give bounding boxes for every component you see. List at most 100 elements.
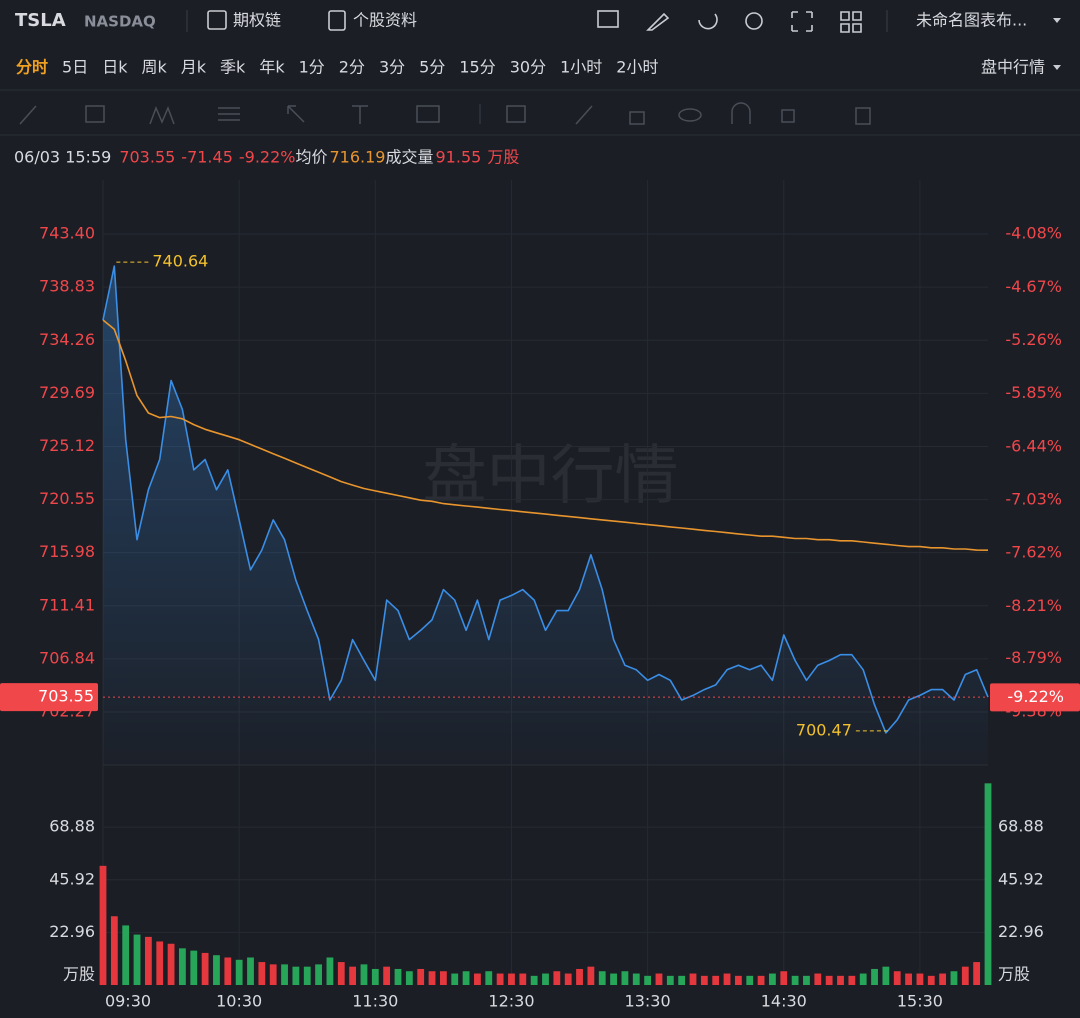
y2-tick-label: -5.26% <box>1005 330 1062 349</box>
volume-bar <box>803 975 810 985</box>
volume-bar <box>179 948 186 985</box>
volume-bar <box>859 973 867 985</box>
y-tick-label: 720.55 <box>39 489 95 508</box>
mode-select[interactable]: 盘中行情 <box>981 58 1045 77</box>
volume-bar <box>553 971 561 985</box>
edit-icon[interactable] <box>646 12 670 31</box>
volume-bar <box>916 973 924 985</box>
period-tab[interactable]: 日k <box>102 58 128 77</box>
last-price-label: 703.55 <box>38 687 94 706</box>
volume-bar <box>814 973 822 985</box>
quote-price: 703.55 <box>119 148 175 167</box>
period-tab[interactable]: 季k <box>220 58 246 77</box>
volume-bar <box>712 975 720 985</box>
tool-note[interactable] <box>416 105 440 123</box>
last-pct-label: -9.22% <box>1007 687 1064 706</box>
layout-icon[interactable] <box>840 11 862 33</box>
period-tab[interactable]: 5分 <box>419 58 445 77</box>
volume-bar <box>871 968 878 985</box>
period-tab[interactable]: 30分 <box>510 58 546 77</box>
option-chain-button[interactable]: 期权链 <box>233 11 281 30</box>
volume-bar <box>451 973 459 985</box>
volume-bar <box>133 934 141 985</box>
volume-bar <box>939 973 947 985</box>
period-tab[interactable]: 2小时 <box>616 58 658 77</box>
volume-bar <box>519 973 527 985</box>
tool-line[interactable] <box>19 105 37 125</box>
tool-fib[interactable] <box>218 107 240 121</box>
volume-bar <box>247 957 254 985</box>
volume-tick-label: 68.88 <box>49 817 95 836</box>
tool-text[interactable] <box>352 105 368 124</box>
period-tab[interactable]: 周k <box>141 58 167 77</box>
volume-bar <box>258 962 266 985</box>
x-tick-label: 14:30 <box>761 992 807 1011</box>
tool-copy[interactable] <box>781 109 795 123</box>
volume-bar <box>655 973 663 985</box>
period-tab[interactable]: 月k <box>181 58 207 77</box>
period-tab[interactable]: 5日 <box>62 58 88 77</box>
volume-bar <box>405 971 413 985</box>
profile-button[interactable]: 个股资料 <box>353 11 417 30</box>
tool-lock[interactable] <box>629 111 645 125</box>
volume-bar <box>371 968 379 985</box>
y2-tick-label: -5.85% <box>1005 383 1062 402</box>
y-tick-label: 725.12 <box>39 436 95 455</box>
period-tab[interactable]: 3分 <box>379 58 405 77</box>
period-tab[interactable]: 分时 <box>16 58 48 77</box>
top-icons[interactable] <box>597 10 862 33</box>
volume-bar <box>666 975 674 985</box>
volume-bar <box>122 925 130 985</box>
tool-eye[interactable] <box>678 108 702 122</box>
volume-bar <box>598 971 606 985</box>
option-icon[interactable] <box>207 10 227 30</box>
volume-bar <box>689 973 697 985</box>
tool-magnet[interactable] <box>731 102 751 124</box>
period-tab[interactable]: 2分 <box>339 58 365 77</box>
chart-icon[interactable] <box>597 10 619 28</box>
drawing-tools <box>19 102 871 125</box>
settings-icon[interactable] <box>745 12 763 30</box>
volume-bar <box>746 975 754 985</box>
volume-bar <box>462 971 470 985</box>
profile-icon[interactable] <box>328 10 346 31</box>
volume-bar <box>167 943 175 985</box>
volume-bar <box>632 973 640 985</box>
volume-bar <box>190 950 198 985</box>
caret[interactable] <box>1053 18 1061 23</box>
tool-arrow[interactable] <box>287 105 305 123</box>
volume-bar <box>587 966 595 985</box>
volume-unit: 万股 <box>487 148 519 167</box>
y2-tick-label: -4.67% <box>1005 277 1062 296</box>
tool-rect[interactable] <box>85 105 105 123</box>
tool-pen[interactable] <box>575 105 593 125</box>
volume-bar <box>224 957 232 985</box>
volume-bar <box>825 975 833 985</box>
last-price-badge <box>0 683 98 712</box>
average-line <box>102 319 989 551</box>
volume-bar <box>644 975 652 985</box>
fullscreen-icon[interactable] <box>791 11 813 32</box>
period-tab[interactable]: 1小时 <box>560 58 602 77</box>
volume-tick-label: 22.96 <box>49 922 95 941</box>
layout-name[interactable]: 未命名图表布... <box>916 11 1027 30</box>
period-tab[interactable]: 15分 <box>459 58 495 77</box>
tool-pattern[interactable] <box>149 105 175 125</box>
tool-delete[interactable] <box>855 107 871 125</box>
volume-bar <box>144 936 152 985</box>
undo-icon[interactable] <box>698 13 718 30</box>
tool-measure[interactable] <box>506 105 526 123</box>
period-tab[interactable]: 年k <box>259 58 285 77</box>
volume-bar <box>905 973 912 985</box>
y2-tick-label: -8.21% <box>1005 596 1062 615</box>
y-tick-label: 738.83 <box>39 277 95 296</box>
volume-bar <box>281 964 288 985</box>
volume-bar <box>326 957 334 985</box>
caret[interactable] <box>1053 65 1061 70</box>
volume-bar <box>621 971 629 985</box>
volume-bar <box>950 971 958 985</box>
volume-value: 91.55 <box>436 148 482 167</box>
volume-unit: 万股 <box>998 965 1030 984</box>
volume-bar <box>564 973 572 985</box>
period-tab[interactable]: 1分 <box>299 58 325 77</box>
